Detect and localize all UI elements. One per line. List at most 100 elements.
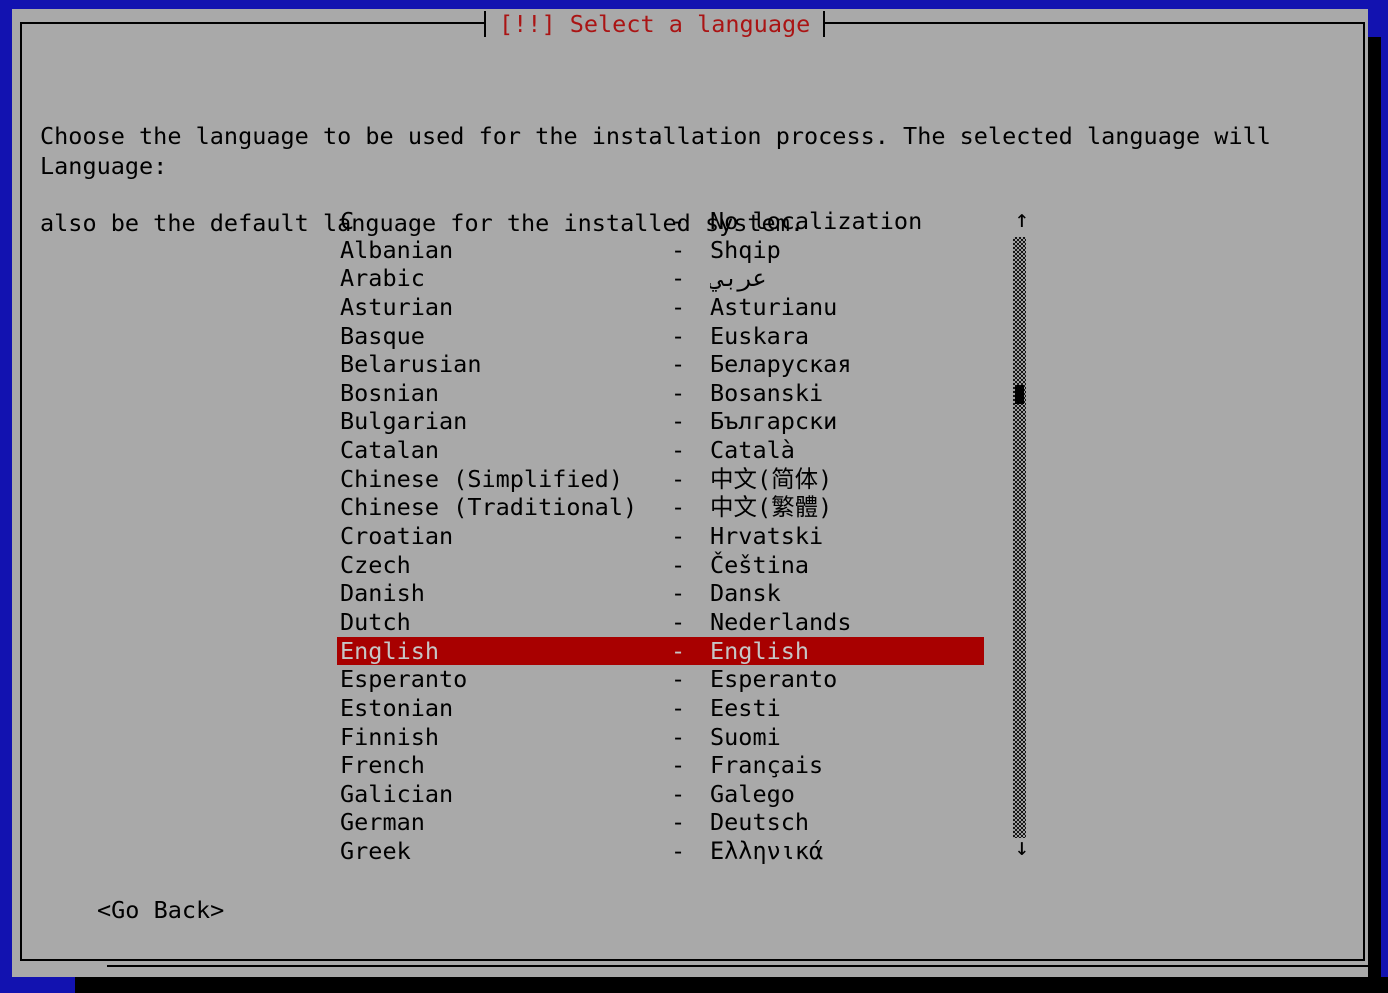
language-native-name: Čeština: [710, 550, 810, 579]
language-row[interactable]: Czech - Čeština: [337, 551, 984, 580]
language-name: Albanian: [340, 235, 454, 264]
language-row[interactable]: Estonian - Eesti: [337, 694, 984, 723]
language-row[interactable]: Bosnian - Bosanski: [337, 379, 984, 408]
language-name: Croatian: [340, 522, 454, 551]
language-native-name: Deutsch: [710, 808, 810, 837]
language-native-name: Български: [710, 407, 838, 436]
language-name: Danish: [340, 579, 425, 608]
separator-dash: -: [671, 207, 686, 235]
language-name: Catalan: [340, 436, 440, 465]
language-row[interactable]: Belarusian - Беларуская: [337, 350, 984, 379]
language-native-name: Suomi: [710, 722, 781, 751]
scrollbar-track[interactable]: [1013, 237, 1026, 838]
go-back-button[interactable]: <Go Back>: [97, 896, 225, 924]
separator-dash: -: [671, 693, 686, 722]
separator-dash: -: [671, 464, 686, 493]
language-name: Bosnian: [340, 378, 440, 407]
language-native-name: 中文(繁體): [710, 493, 833, 522]
language-name: Chinese (Simplified): [340, 464, 623, 493]
language-row[interactable]: Galician - Galego: [337, 780, 984, 809]
language-name: German: [340, 808, 425, 837]
scrollbar-down-icon[interactable]: ↓: [1014, 833, 1030, 861]
language-row[interactable]: Chinese (Traditional) - 中文(繁體): [337, 493, 984, 522]
language-name: Czech: [340, 550, 411, 579]
language-row[interactable]: Dutch - Nederlands: [337, 608, 984, 637]
language-row[interactable]: Croatian - Hrvatski: [337, 522, 984, 551]
language-native-name: Euskara: [710, 321, 810, 350]
separator-dash: -: [671, 607, 686, 636]
dialog-shadow-right: [1368, 37, 1381, 993]
language-native-name: Esperanto: [710, 665, 838, 694]
language-row[interactable]: English - English: [337, 636, 984, 666]
language-row[interactable]: German - Deutsch: [337, 808, 984, 837]
scrollbar-thumb[interactable]: [1015, 385, 1024, 404]
language-row[interactable]: Greek - Ελληνικά: [337, 837, 984, 866]
language-native-name: Asturianu: [710, 292, 838, 321]
language-row[interactable]: Asturian - Asturianu: [337, 293, 984, 322]
separator-dash: -: [671, 493, 686, 522]
description-line-2: also be the default language for the ins…: [40, 208, 805, 237]
dialog-title: [!!] Select a language: [484, 11, 826, 37]
dialog-border-shadow-line: [107, 965, 1369, 967]
scrollbar-up-icon[interactable]: ↑: [1014, 205, 1030, 233]
language-name: Dutch: [340, 607, 411, 636]
language-name: French: [340, 751, 425, 780]
language-native-name: No localization: [710, 207, 923, 235]
language-native-name: Català: [710, 436, 795, 465]
language-list: C - No localization Albanian - Shqip Arabic - عر…: [337, 207, 984, 866]
language-native-name: Dansk: [710, 579, 781, 608]
separator-dash: -: [671, 407, 686, 436]
language-row[interactable]: Danish - Dansk: [337, 579, 984, 608]
language-row[interactable]: C - No localization: [337, 207, 984, 236]
select-language-dialog: [!!] Select a language Choose the langua…: [12, 9, 1369, 977]
language-row[interactable]: Catalan - Català: [337, 436, 984, 465]
separator-dash: -: [671, 235, 686, 264]
language-name: Basque: [340, 321, 425, 350]
language-name: Greek: [340, 837, 411, 866]
separator-dash: -: [671, 636, 686, 665]
separator-dash: -: [671, 321, 686, 350]
language-name: Bulgarian: [340, 407, 468, 436]
separator-dash: -: [671, 665, 686, 694]
language-row[interactable]: Albanian - Shqip: [337, 236, 984, 265]
language-name: Belarusian: [340, 350, 482, 379]
language-native-name: Ελληνικά: [710, 837, 824, 866]
language-row[interactable]: Finnish - Suomi: [337, 723, 984, 752]
language-name: Galician: [340, 779, 454, 808]
language-native-name: Shqip: [710, 235, 781, 264]
language-name: Estonian: [340, 693, 454, 722]
language-name: English: [340, 636, 440, 665]
language-name: Asturian: [340, 292, 454, 321]
separator-dash: -: [671, 436, 686, 465]
language-name: Arabic: [340, 264, 425, 293]
separator-dash: -: [671, 722, 686, 751]
language-name: C: [340, 207, 355, 235]
language-row[interactable]: Arabic - عربي: [337, 264, 984, 293]
language-native-name: English: [710, 636, 810, 665]
language-name: Finnish: [340, 722, 440, 751]
language-row[interactable]: Basque - Euskara: [337, 322, 984, 351]
dialog-shadow-bottom: [75, 977, 1388, 993]
language-native-name: Bosanski: [710, 378, 824, 407]
language-row[interactable]: Bulgarian - Български: [337, 407, 984, 436]
language-native-name: Hrvatski: [710, 522, 824, 551]
language-native-name: Eesti: [710, 693, 781, 722]
description-line-1: Choose the language to be used for the i…: [40, 122, 1271, 151]
dialog-description: Choose the language to be used for the i…: [40, 65, 1271, 295]
language-row[interactable]: French - Français: [337, 751, 984, 780]
language-native-name: Galego: [710, 779, 795, 808]
language-native-name: Français: [710, 751, 824, 780]
language-name: Chinese (Traditional): [340, 493, 638, 522]
language-row[interactable]: Esperanto - Esperanto: [337, 665, 984, 694]
separator-dash: -: [671, 350, 686, 379]
separator-dash: -: [671, 292, 686, 321]
separator-dash: -: [671, 808, 686, 837]
language-native-name: Nederlands: [710, 607, 852, 636]
separator-dash: -: [671, 264, 686, 293]
language-native-name: 中文(简体): [710, 464, 833, 493]
language-native-name: عربي: [710, 264, 767, 293]
language-native-name: Беларуская: [710, 350, 852, 379]
separator-dash: -: [671, 751, 686, 780]
language-row[interactable]: Chinese (Simplified) - 中文(简体): [337, 465, 984, 494]
